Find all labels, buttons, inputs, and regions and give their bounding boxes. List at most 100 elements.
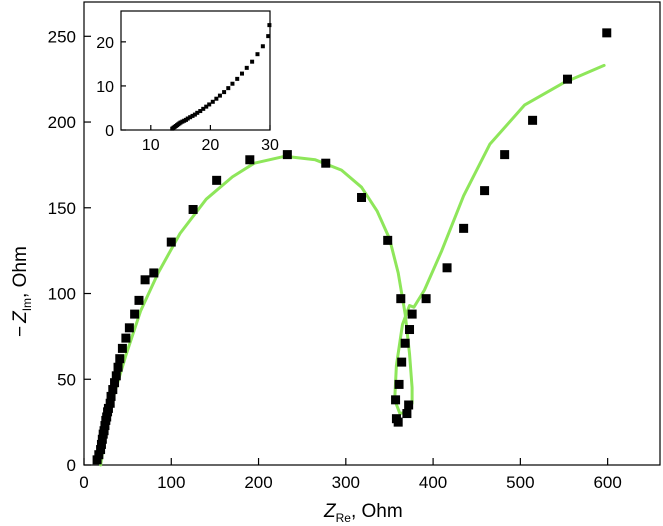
inset-x-tick-label: 30 [261, 137, 279, 154]
data-point [103, 403, 113, 413]
inset-data-point [266, 34, 271, 39]
data-point [124, 323, 134, 333]
y-tick-label: 100 [48, 285, 76, 304]
data-point [117, 343, 127, 353]
data-point [459, 223, 469, 233]
data-point [188, 204, 198, 214]
data-point [394, 379, 404, 389]
inset-data-point [226, 86, 231, 91]
data-point [149, 268, 159, 278]
fit-curve [99, 63, 606, 467]
inset-data-point [192, 112, 197, 117]
inset-data-point [222, 90, 227, 95]
inset-data-point [185, 116, 190, 121]
inset-y-axis-ticks: 0 10 20 [96, 35, 126, 140]
data-point [212, 175, 222, 185]
data-point [96, 445, 106, 455]
data-point [383, 235, 393, 245]
data-point [528, 115, 538, 125]
data-point [97, 434, 107, 444]
data-point [92, 455, 102, 465]
data-point [94, 450, 104, 460]
data-point [110, 378, 120, 388]
y-tick-label: 250 [48, 27, 76, 46]
data-point [404, 400, 414, 410]
data-point [99, 426, 109, 436]
inset-data-point [244, 65, 249, 70]
data-point [321, 158, 331, 168]
inset-x-axis-ticks: 10 20 30 [142, 125, 279, 154]
x-tick-label: 400 [419, 473, 447, 492]
inset-data-point [195, 110, 200, 115]
inset-data-point [210, 99, 215, 104]
data-point [405, 325, 415, 335]
y-axis-title: −ZIm, Ohm [10, 246, 34, 337]
data-point [562, 74, 572, 84]
data-point [357, 192, 367, 202]
data-point [111, 371, 121, 381]
x-tick-label: 500 [506, 473, 534, 492]
inset-data-point [198, 109, 203, 114]
inset-data-point [214, 96, 219, 101]
data-point [500, 150, 510, 160]
data-point [115, 354, 125, 364]
data-point [396, 294, 406, 304]
inset-y-tick-label: 20 [96, 35, 114, 52]
inset-plot: 10 20 30 0 10 20 [96, 10, 279, 154]
inset-data-point [260, 44, 265, 49]
data-point [113, 362, 123, 372]
inset-x-tick-label: 20 [202, 137, 220, 154]
data-point [108, 385, 118, 395]
data-point [140, 275, 150, 285]
data-point [402, 409, 412, 419]
data-point [245, 155, 255, 165]
inset-x-tick-label: 10 [142, 137, 160, 154]
main-plot-frame [83, 1, 661, 466]
main-x-axis-ticks: 0 100 200 300 400 500 600 [79, 458, 622, 492]
main-y-axis-ticks: 0 50 100 150 200 250 [48, 27, 91, 475]
inset-plot-frame [120, 10, 271, 131]
data-point [421, 294, 431, 304]
inset-y-tick-label: 10 [96, 79, 114, 96]
inset-data-point [239, 71, 244, 76]
data-point [391, 395, 401, 405]
data-point [602, 28, 612, 38]
y-tick-label: 150 [48, 199, 76, 218]
inset-data-point [207, 102, 212, 107]
inset-data-point [230, 81, 235, 86]
data-point [96, 439, 106, 449]
data-point [393, 417, 403, 427]
data-point [480, 186, 490, 196]
data-point [121, 333, 131, 343]
x-tick-label: 600 [593, 473, 621, 492]
data-point [134, 295, 144, 305]
fit-line [99, 63, 606, 467]
x-tick-label: 300 [332, 473, 360, 492]
inset-data-point [267, 23, 272, 28]
x-axis-title: ZRe, Ohm [323, 501, 403, 525]
data-markers [92, 28, 612, 465]
data-point [397, 357, 407, 367]
data-point [106, 391, 116, 401]
x-tick-label: 100 [157, 473, 185, 492]
main-plot: 0 100 200 300 400 500 600 0 50 100 150 200 250 [48, 1, 661, 492]
data-point [166, 237, 176, 247]
y-tick-label: 200 [48, 113, 76, 132]
data-point [407, 309, 417, 319]
inset-data-point [204, 104, 209, 109]
inset-data-point [190, 113, 195, 118]
data-point [102, 412, 112, 422]
data-point [105, 398, 115, 408]
x-tick-label: 200 [244, 473, 272, 492]
inset-data-point [188, 115, 193, 120]
inset-data-point [217, 93, 222, 98]
inset-data-point [250, 59, 255, 64]
data-point [130, 309, 140, 319]
inset-data-point [235, 76, 240, 81]
data-point [442, 263, 452, 273]
y-tick-label: 50 [57, 370, 76, 389]
inset-y-tick-label: 0 [105, 123, 114, 140]
y-tick-label: 0 [67, 456, 76, 475]
inset-data-point [201, 106, 206, 111]
